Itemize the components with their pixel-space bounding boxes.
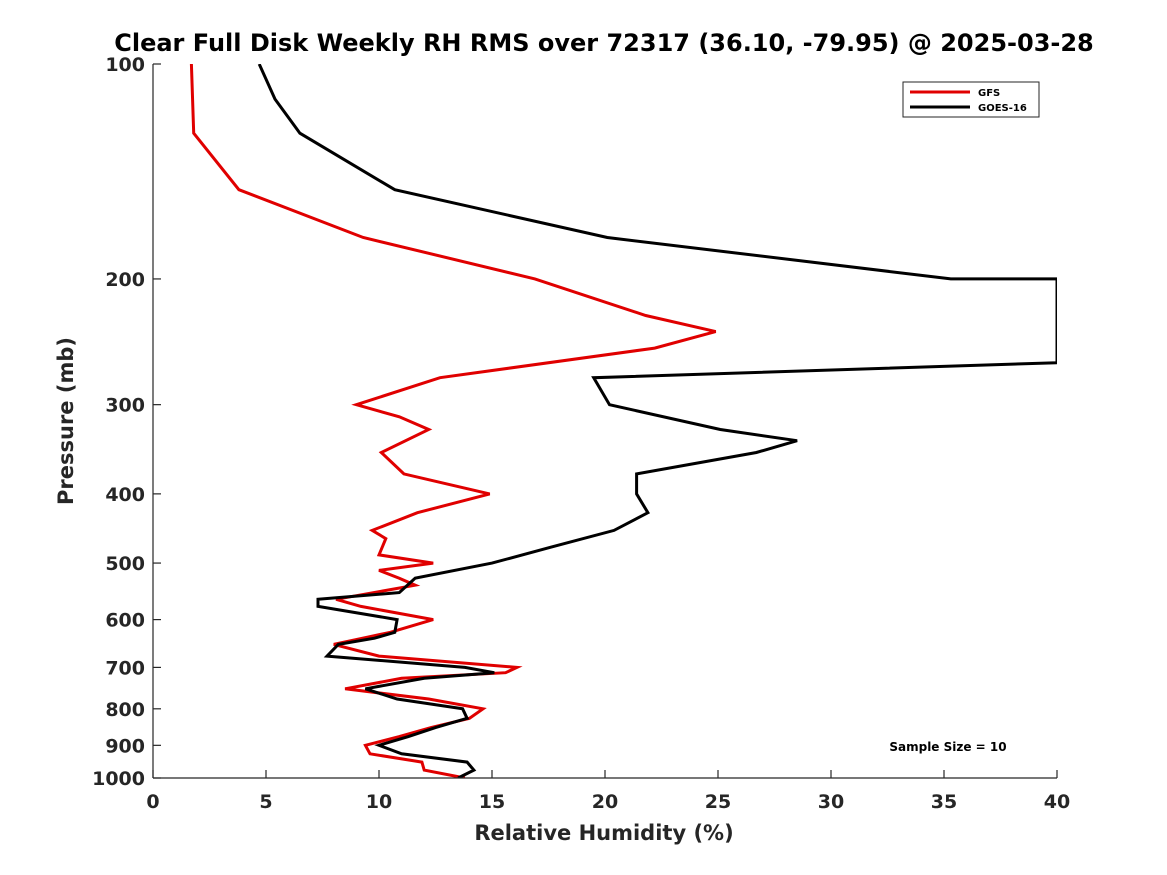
x-tick-label: 5 bbox=[259, 791, 272, 813]
y-tick-label: 200 bbox=[105, 269, 145, 291]
x-axis-label: Relative Humidity (%) bbox=[474, 821, 733, 845]
sample-size-annotation: Sample Size = 10 bbox=[889, 740, 1006, 754]
x-tick-label: 35 bbox=[931, 791, 957, 813]
legend-label: GFS bbox=[978, 88, 1000, 99]
x-tick-label: 20 bbox=[592, 791, 618, 813]
ticks: 0 5 10 15 20 25 30 35 40 100 200 300 400 500 600 700 800… bbox=[92, 54, 1070, 813]
y-tick-label: 900 bbox=[105, 735, 145, 757]
y-tick-label: 600 bbox=[105, 610, 145, 632]
x-tick-label: 40 bbox=[1044, 791, 1070, 813]
legend-box bbox=[902, 81, 1040, 118]
y-axis-label: Pressure (mb) bbox=[54, 337, 78, 505]
chart-title: Clear Full Disk Weekly RH RMS over 72317… bbox=[114, 29, 1094, 57]
y-tick-label: 500 bbox=[105, 553, 145, 575]
x-tick-label: 25 bbox=[705, 791, 731, 813]
y-tick-label: 400 bbox=[105, 484, 145, 506]
series-line-gfs bbox=[189, 64, 717, 778]
legend-label: GOES-16 bbox=[978, 103, 1027, 114]
series-line-goes-16 bbox=[257, 64, 1057, 778]
x-tick-label: 0 bbox=[146, 791, 159, 813]
x-tick-label: 15 bbox=[479, 791, 505, 813]
y-tick-label: 700 bbox=[105, 657, 145, 679]
y-tick-label: 800 bbox=[105, 699, 145, 721]
y-tick-label: 300 bbox=[105, 395, 145, 417]
x-tick-label: 10 bbox=[366, 791, 392, 813]
y-tick-label: 100 bbox=[105, 54, 145, 76]
series-layer bbox=[189, 64, 1057, 778]
y-tick-label: 1000 bbox=[92, 768, 145, 790]
x-tick-label: 30 bbox=[818, 791, 844, 813]
legend: GFS GOES-16 bbox=[902, 81, 1040, 118]
